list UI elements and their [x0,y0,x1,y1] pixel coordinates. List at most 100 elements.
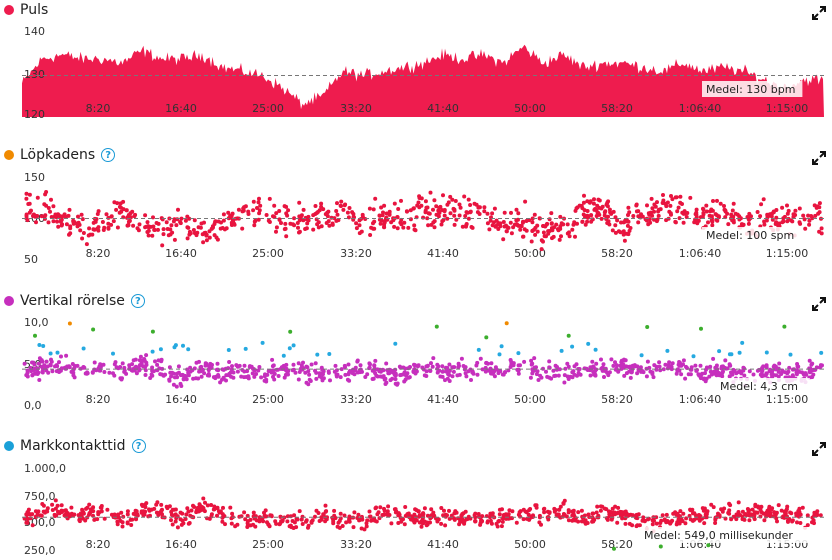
data-point [627,228,632,233]
data-point [339,199,344,204]
data-point [143,373,148,377]
data-point [530,220,535,225]
data-point [167,365,172,370]
data-point [704,209,709,214]
data-point [436,214,441,219]
data-point [443,378,447,383]
data-point [665,519,670,523]
vertikal-title-text: Vertikal rörelse [20,293,125,309]
data-point [447,508,451,513]
data-point [704,365,709,370]
data-point [447,362,452,367]
data-point [218,226,223,231]
data-point [262,510,266,515]
data-point [425,513,430,518]
data-point [174,223,179,228]
expand-icon[interactable] [812,151,826,165]
data-point [453,199,458,203]
data-point [51,204,56,209]
data-point [128,211,133,216]
data-point [119,209,124,214]
x-tick-label: 25:00 [252,393,284,406]
data-point [372,219,377,224]
data-point [613,504,618,509]
data-point [547,359,552,364]
data-point [677,360,682,364]
data-point [452,213,457,218]
data-point [585,521,590,525]
data-point [631,214,636,218]
data-point [373,196,378,201]
data-point [753,504,758,509]
data-point [528,507,533,511]
data-point [425,205,430,210]
data-point [183,218,188,223]
help-icon[interactable]: ? [130,294,145,308]
data-point [736,500,741,505]
data-point [811,372,816,377]
data-point [472,513,477,518]
data-point [697,373,702,378]
data-point [549,376,554,381]
data-point [251,510,256,515]
data-point [169,518,173,523]
data-point [476,347,481,352]
help-icon[interactable]: ? [101,148,116,162]
data-point [549,221,554,226]
data-point [50,369,55,374]
x-tick-label: 16:40 [165,247,197,260]
expand-icon[interactable] [812,442,826,456]
data-point [692,511,697,516]
data-point [586,341,591,346]
data-point [124,208,129,213]
data-point [509,360,514,364]
help-icon[interactable]: ? [131,439,146,453]
data-point [354,226,359,231]
data-point [67,207,72,212]
expand-icon[interactable] [812,6,826,20]
data-point [576,519,581,524]
kadens-title-text: Löpkadens [20,147,96,163]
x-tick-label: 33:20 [340,247,372,260]
data-point [131,358,136,363]
data-point [280,518,285,523]
expand-icon[interactable] [812,297,826,311]
data-point [776,503,781,508]
data-point [200,367,205,372]
data-point [674,522,679,527]
data-point [198,365,203,370]
data-point [647,217,652,222]
data-point [159,359,164,364]
data-point [91,327,96,332]
data-point [278,514,283,519]
data-point [229,220,234,225]
x-tick-label: 16:40 [165,102,197,115]
x-tick-label: 1:15:00 [766,102,808,115]
data-point [612,510,617,515]
data-point [253,218,258,223]
data-point [683,376,688,381]
data-point [178,373,183,378]
data-point [769,372,774,377]
data-point [192,218,197,223]
data-point [636,209,641,214]
data-point [68,231,73,236]
data-point [39,214,44,219]
data-point [717,513,722,518]
x-tick-label: 25:00 [252,538,284,551]
data-point [504,321,509,326]
data-point [48,209,52,214]
data-point [595,210,600,215]
data-point [201,240,206,245]
x-tick-label: 25:00 [252,102,284,115]
data-point [380,513,385,517]
data-point [309,519,314,524]
x-tick-label: 33:20 [340,538,372,551]
data-point [327,223,332,228]
data-point [206,372,211,376]
data-point [141,513,146,518]
data-point [659,518,664,523]
data-point [132,214,137,219]
data-point [239,374,244,379]
kontakt-color-dot [4,441,14,451]
